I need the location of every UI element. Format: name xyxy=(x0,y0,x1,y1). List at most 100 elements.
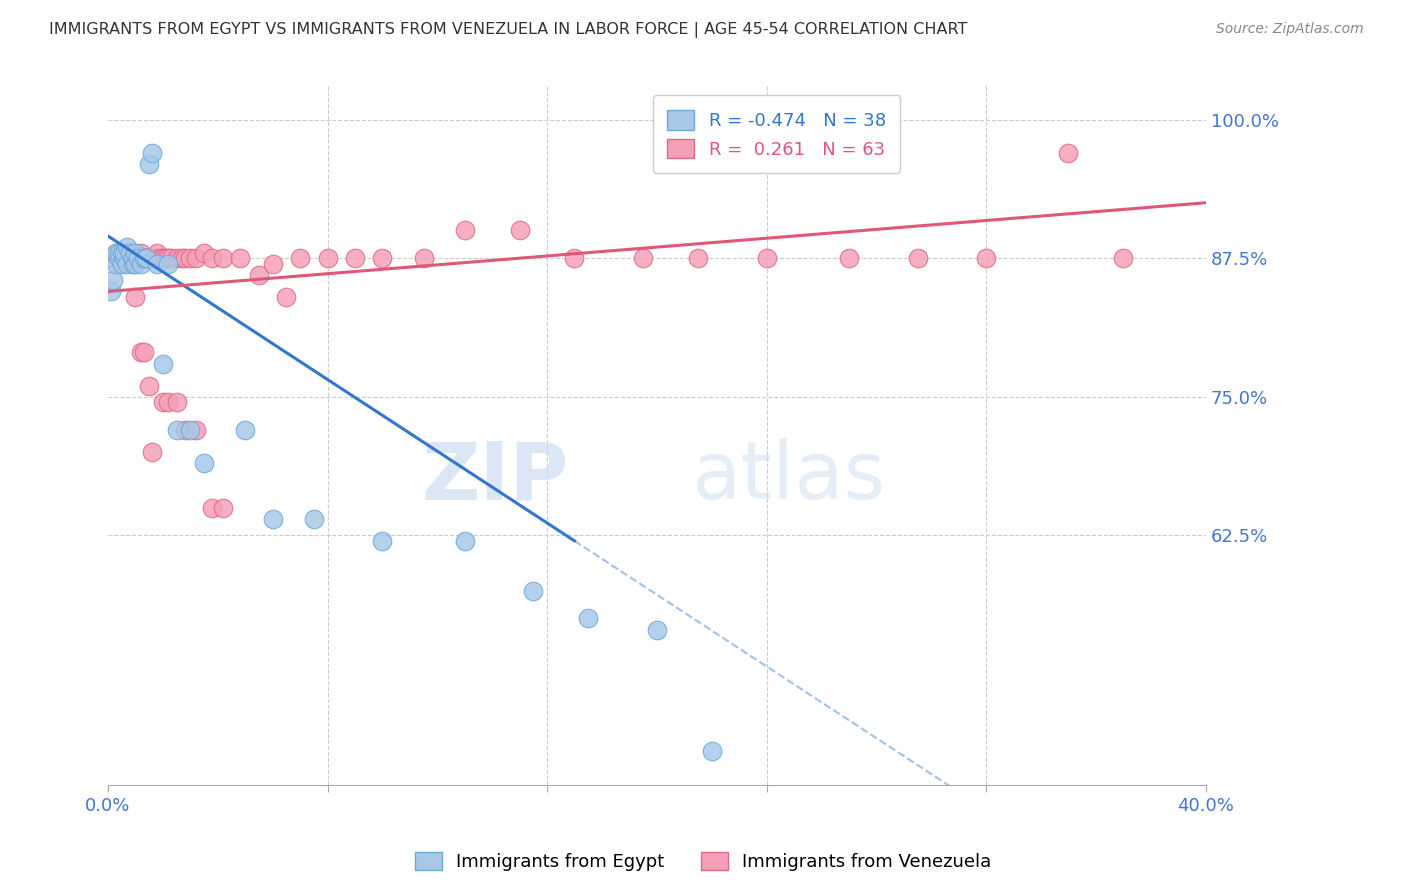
Point xyxy=(454,223,477,237)
Point xyxy=(127,251,149,265)
Point xyxy=(115,240,138,254)
Point xyxy=(111,245,134,260)
Point xyxy=(152,251,174,265)
Point xyxy=(371,251,394,265)
Point xyxy=(105,245,128,260)
Text: Source: ZipAtlas.com: Source: ZipAtlas.com xyxy=(1216,22,1364,37)
Point xyxy=(179,423,201,437)
Point xyxy=(146,257,169,271)
Point xyxy=(262,257,284,271)
Point xyxy=(179,251,201,265)
Point xyxy=(157,251,180,265)
Point xyxy=(114,251,136,265)
Point xyxy=(115,251,138,265)
Point xyxy=(129,257,152,271)
Point xyxy=(172,251,194,265)
Point xyxy=(108,251,131,265)
Point xyxy=(343,251,366,265)
Text: IMMIGRANTS FROM EGYPT VS IMMIGRANTS FROM VENEZUELA IN LABOR FORCE | AGE 45-54 CO: IMMIGRANTS FROM EGYPT VS IMMIGRANTS FROM… xyxy=(49,22,967,38)
Point xyxy=(143,251,166,265)
Point xyxy=(138,157,160,171)
Point xyxy=(155,251,177,265)
Point xyxy=(108,251,131,265)
Point xyxy=(184,423,207,437)
Point xyxy=(838,251,860,265)
Point xyxy=(152,357,174,371)
Point xyxy=(121,251,143,265)
Point xyxy=(132,345,155,359)
Legend: R = -0.474   N = 38, R =  0.261   N = 63: R = -0.474 N = 38, R = 0.261 N = 63 xyxy=(652,95,900,173)
Point xyxy=(700,744,723,758)
Point xyxy=(138,378,160,392)
Point xyxy=(212,500,235,515)
Point xyxy=(129,345,152,359)
Point xyxy=(105,257,128,271)
Point xyxy=(124,257,146,271)
Point xyxy=(316,251,339,265)
Point xyxy=(132,251,155,265)
Point xyxy=(412,251,434,265)
Point xyxy=(127,251,149,265)
Point xyxy=(193,456,215,470)
Point xyxy=(105,245,128,260)
Point xyxy=(121,257,143,271)
Point xyxy=(152,395,174,409)
Point xyxy=(103,273,125,287)
Point xyxy=(173,251,195,265)
Point xyxy=(124,290,146,304)
Point xyxy=(141,251,163,265)
Point xyxy=(135,251,157,265)
Point xyxy=(146,245,169,260)
Point xyxy=(100,251,122,265)
Point xyxy=(454,533,477,548)
Point xyxy=(114,245,136,260)
Point xyxy=(371,533,394,548)
Point xyxy=(233,423,256,437)
Point xyxy=(522,583,544,598)
Point xyxy=(118,245,141,260)
Point xyxy=(1057,145,1080,160)
Text: atlas: atlas xyxy=(692,439,886,516)
Point xyxy=(262,512,284,526)
Point xyxy=(631,251,654,265)
Text: ZIP: ZIP xyxy=(422,439,569,516)
Point xyxy=(135,251,157,265)
Point xyxy=(108,245,131,260)
Point xyxy=(115,257,138,271)
Point xyxy=(184,251,207,265)
Point xyxy=(201,500,224,515)
Point xyxy=(111,245,134,260)
Legend: Immigrants from Egypt, Immigrants from Venezuela: Immigrants from Egypt, Immigrants from V… xyxy=(408,845,998,879)
Point xyxy=(124,251,146,265)
Point xyxy=(212,251,235,265)
Point xyxy=(114,245,136,260)
Point xyxy=(141,145,163,160)
Point xyxy=(124,245,146,260)
Point xyxy=(302,512,325,526)
Point xyxy=(141,445,163,459)
Point xyxy=(166,395,188,409)
Point xyxy=(645,623,668,637)
Point xyxy=(201,251,224,265)
Point xyxy=(100,285,122,299)
Point xyxy=(173,423,195,437)
Point xyxy=(288,251,311,265)
Point xyxy=(157,395,180,409)
Point xyxy=(166,423,188,437)
Point xyxy=(755,251,778,265)
Point xyxy=(129,245,152,260)
Point xyxy=(132,251,155,265)
Point xyxy=(247,268,270,282)
Point xyxy=(974,251,997,265)
Point xyxy=(228,251,250,265)
Point xyxy=(118,245,141,260)
Point xyxy=(1112,251,1135,265)
Point xyxy=(907,251,929,265)
Point xyxy=(193,245,215,260)
Point xyxy=(157,257,180,271)
Point xyxy=(160,251,183,265)
Point xyxy=(509,223,531,237)
Point xyxy=(103,251,125,265)
Point xyxy=(121,251,143,265)
Point xyxy=(111,257,134,271)
